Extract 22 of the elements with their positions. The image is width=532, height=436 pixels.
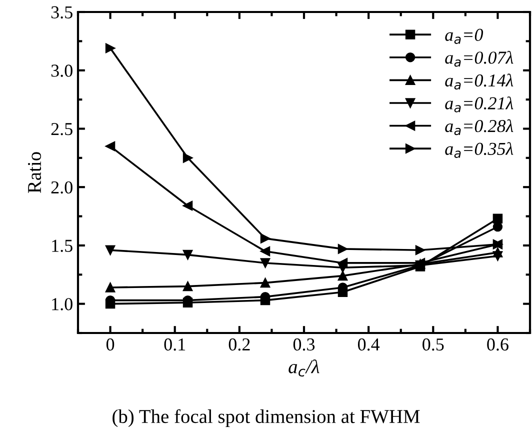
legend-label: a$_{a}$=0.28λ [445, 119, 514, 136]
legend-label: a$_{a}$=0 [445, 28, 484, 44]
x-tick-label: 0.2 [228, 338, 250, 351]
y-tick-label: 3.0 [51, 64, 72, 77]
legend-label: a$_{a}$=0.07λ [445, 50, 514, 67]
y-axis-title: Ratio [28, 152, 42, 194]
x-tick-label: 0.3 [293, 338, 315, 351]
y-tick-label: 1.0 [52, 298, 72, 310]
legend-label: a$_{a}$=0.21λ [445, 96, 514, 112]
y-tick-label: 2.5 [51, 123, 72, 136]
x-axis-title: a$_{c}$/λ [288, 359, 320, 377]
x-tick-label: 0.1 [164, 338, 186, 351]
legend-label: a$_{a}$=0.14λ [445, 74, 514, 90]
x-tick-label: 0 [106, 338, 114, 351]
x-tick-label: 0.6 [487, 338, 508, 351]
x-tick-label: 0.5 [422, 338, 444, 351]
y-tick-label: 1.5 [52, 240, 72, 252]
x-tick-label: 0.4 [358, 338, 380, 351]
y-tick-label: 3.5 [51, 6, 72, 19]
y-tick-label: 2.0 [51, 181, 72, 194]
text: (b) The focal spot dimension at FWHM [112, 409, 420, 428]
legend-label: a$_{a}$=0.35λ [445, 142, 514, 158]
